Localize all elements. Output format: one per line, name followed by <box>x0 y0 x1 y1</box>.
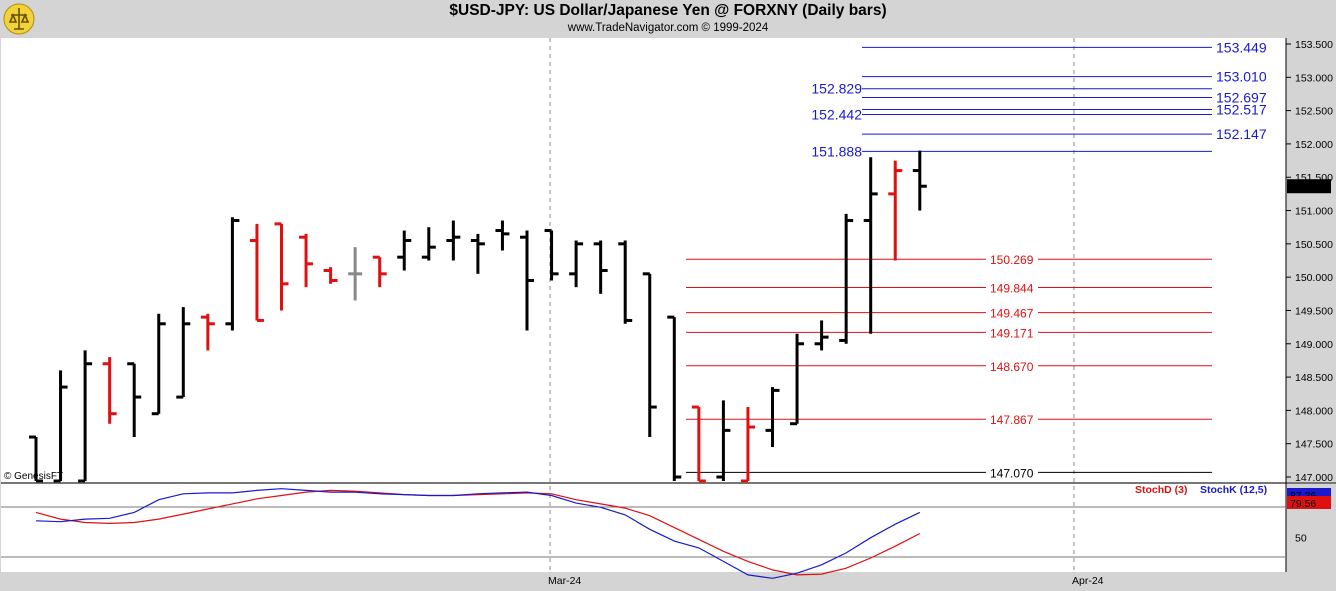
ohlc-bar <box>299 233 314 288</box>
fib-level-label: 152.517 <box>1216 101 1267 117</box>
stoch-axis-label: 50 <box>1295 533 1307 545</box>
ohlc-bar <box>29 435 43 483</box>
ohlc-bar <box>176 307 191 399</box>
stochastic-layer <box>35 488 921 579</box>
fib-level-label: 152.147 <box>1216 126 1267 142</box>
ohlc-bar <box>544 229 559 281</box>
grid-layer <box>549 38 1075 572</box>
ohlc-bars-layer <box>29 150 927 483</box>
ohlc-bar <box>691 405 706 483</box>
support-level-label: 147.070 <box>990 466 1034 480</box>
fib-level-label: 152.829 <box>811 81 862 97</box>
ohlc-bar <box>470 233 485 274</box>
ohlc-bar <box>102 357 117 424</box>
fib-level-label: 153.010 <box>1216 69 1267 85</box>
ohlc-bar <box>274 222 289 311</box>
price-panel <box>1 38 1286 482</box>
fib-level-label: 151.888 <box>811 143 862 159</box>
ohlc-bar <box>397 230 412 271</box>
ohlc-bar <box>225 217 240 331</box>
chart-title: $USD-JPY: US Dollar/Japanese Yen @ FORXN… <box>449 2 887 19</box>
stoch-value-badge <box>1287 496 1331 509</box>
ohlc-bar <box>495 220 510 251</box>
ohlc-bar <box>249 223 264 322</box>
ohlc-bar <box>814 320 829 351</box>
stochd-line <box>35 489 921 576</box>
ohlc-bar <box>78 350 93 483</box>
level-label-bg <box>986 357 1038 373</box>
level-label-bg <box>986 304 1038 320</box>
price-axis-label: 149.000 <box>1295 339 1333 351</box>
stoch-panel <box>1 484 1286 572</box>
ohlc-bar <box>642 272 657 438</box>
retracement-level-label: 149.467 <box>990 307 1034 321</box>
axis-layer: 153.500153.000152.500152.000151.500151.0… <box>548 39 1333 587</box>
copyright-label: © GenesisFT <box>4 471 63 482</box>
price-axis-label: 153.000 <box>1295 72 1333 84</box>
x-axis-strip <box>1 572 1286 591</box>
stochk-line <box>35 488 921 579</box>
ohlc-bar <box>127 362 142 438</box>
price-axis-label: 148.000 <box>1295 405 1333 417</box>
level-label-bg <box>986 251 1038 267</box>
ohlc-bar <box>765 387 780 448</box>
price-axis-label: 153.500 <box>1295 39 1333 51</box>
ohlc-bar <box>593 240 608 294</box>
ohlc-bar <box>323 267 338 284</box>
stochk-legend: StochK (12,5) <box>1200 484 1267 496</box>
ohlc-bar <box>839 213 854 344</box>
ohlc-bar <box>740 407 755 483</box>
price-axis-label: 152.500 <box>1295 106 1333 118</box>
retracement-level-label: 149.844 <box>990 282 1034 296</box>
price-axis-label: 150.000 <box>1295 272 1333 284</box>
ohlc-bar <box>421 227 436 261</box>
date-axis-label: Mar-24 <box>548 575 581 587</box>
ohlc-bar <box>151 313 166 416</box>
ohlc-bar <box>520 230 534 331</box>
fib-level-label: 152.697 <box>1216 89 1267 105</box>
genesis-logo-icon <box>3 3 35 35</box>
last-price-badge <box>1287 179 1331 194</box>
stochd-legend: StochD (3) <box>1135 484 1188 496</box>
ohlc-bar <box>790 333 805 426</box>
retracement-level-label: 148.670 <box>990 360 1034 374</box>
retracement-level-label: 150.269 <box>990 253 1034 267</box>
price-axis-label: 152.000 <box>1295 139 1333 151</box>
level-label-bg <box>986 324 1038 340</box>
date-axis-label: Apr-24 <box>1072 575 1104 587</box>
ohlc-bar <box>863 157 878 334</box>
fib-level-label: 152.442 <box>811 106 862 122</box>
price-axis-label: 147.500 <box>1295 439 1333 451</box>
ohlc-bar <box>200 313 215 351</box>
ohlc-bar <box>888 160 903 261</box>
level-label-bg <box>986 464 1038 480</box>
retracement-level-label: 147.867 <box>990 413 1034 427</box>
chart-header: $USD-JPY: US Dollar/Japanese Yen @ FORXN… <box>0 0 1336 38</box>
level-label-bg <box>986 411 1038 427</box>
ohlc-bar <box>912 150 927 211</box>
retracement-level-label: 149.171 <box>990 326 1034 340</box>
fib-level-label: 153.449 <box>1216 39 1267 55</box>
stoch-value-label: 79.56 <box>1290 498 1316 510</box>
last-price-label: 151.365 <box>1290 181 1328 193</box>
ohlc-bar <box>667 315 682 481</box>
level-label-bg <box>986 279 1038 295</box>
price-axis-label: 148.500 <box>1295 372 1333 384</box>
ohlc-bar <box>618 240 633 324</box>
ohlc-bar <box>446 220 461 261</box>
price-axis-label: 150.500 <box>1295 239 1333 251</box>
price-axis-label: 147.000 <box>1295 472 1333 484</box>
ohlc-bar <box>716 400 731 481</box>
chart-subtitle: www.TradeNavigator.com © 1999-2024 <box>567 22 769 34</box>
price-axis-label: 151.000 <box>1295 206 1333 218</box>
ohlc-bar <box>53 370 68 483</box>
ohlc-bar <box>348 247 363 301</box>
price-axis-label: 149.500 <box>1295 305 1333 317</box>
ohlc-bar <box>569 240 584 288</box>
ohlc-bar <box>372 255 387 288</box>
